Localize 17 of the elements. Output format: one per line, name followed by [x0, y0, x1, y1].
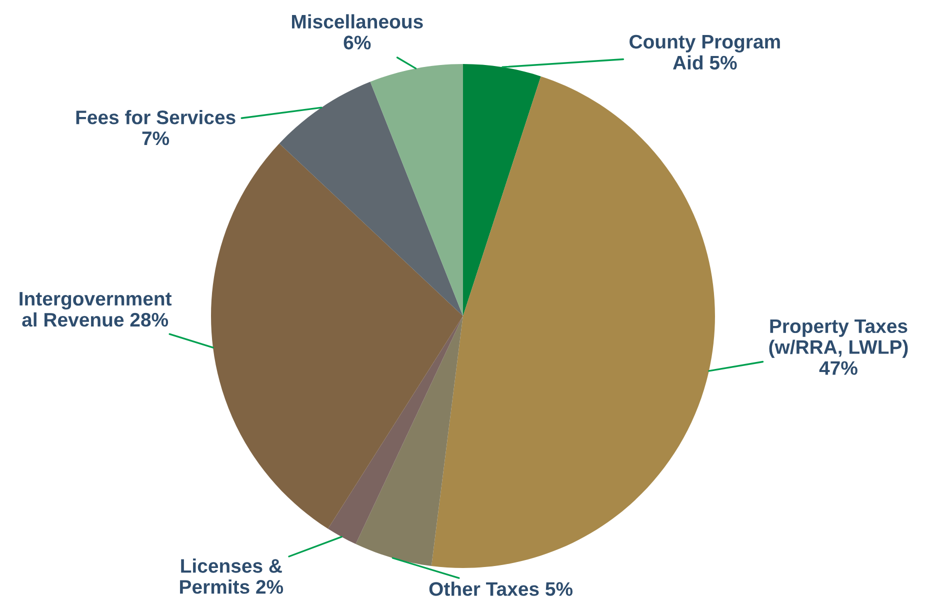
slice-label: Other Taxes 5%: [429, 582, 573, 596]
slice-label: Fees for Services: [76, 110, 236, 124]
pie-slice: [370, 64, 463, 316]
pie-slice: [211, 143, 463, 529]
slice-label: Miscellaneous: [292, 14, 423, 29]
slice-label: Intergovernment al Revenue 28%: [20, 292, 172, 327]
data-label: 47%: [819, 361, 858, 375]
pie-slice: [328, 316, 463, 544]
data-label: 6%: [344, 36, 371, 50]
slice-label: County Program Aid 5%: [630, 34, 780, 70]
pie-slice: [279, 82, 463, 316]
slice-label: Licenses & Permits 2%: [180, 558, 284, 594]
data-label: 7%: [142, 131, 170, 146]
pie-slice: [356, 316, 463, 566]
slice-label: Property Taxes (w/RRA, LWLP): [769, 319, 908, 358]
pie-slice: [463, 64, 541, 316]
pie-slice: [431, 76, 715, 568]
